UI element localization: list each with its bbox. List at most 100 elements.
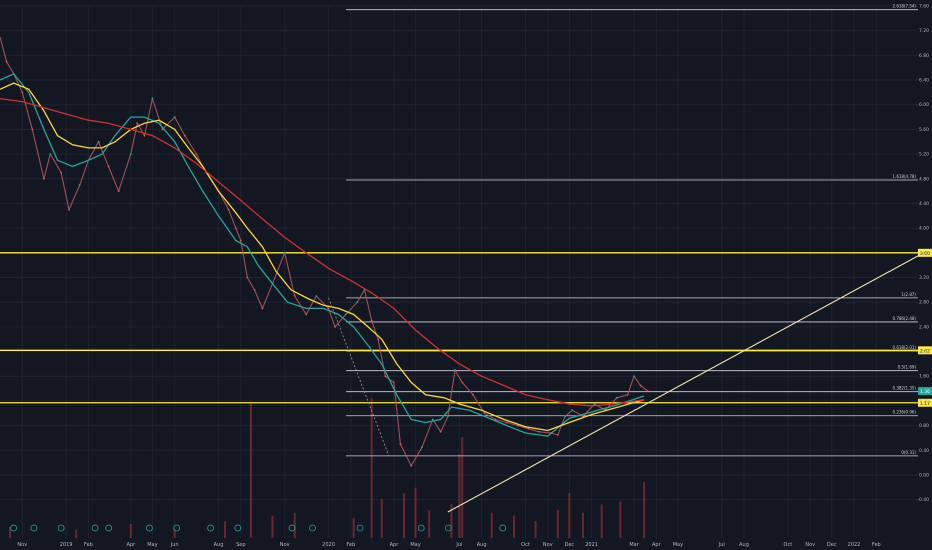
x-tick-label-10: Feb bbox=[346, 542, 355, 548]
y-tick-label-3: 6.40 bbox=[919, 78, 929, 84]
volume-bar-8 bbox=[352, 518, 355, 538]
event-marker-13 bbox=[444, 524, 452, 532]
x-tick-label-25: Nov bbox=[805, 542, 815, 548]
event-marker-1 bbox=[30, 524, 38, 532]
price-point-7 bbox=[60, 171, 63, 174]
fib-label-3: 0.786(2.48) bbox=[893, 316, 917, 321]
price-point-49 bbox=[446, 415, 449, 418]
event-marker-9 bbox=[288, 524, 296, 532]
h-line-tag-label-1: 2.02 bbox=[920, 348, 930, 354]
volume-bar-16 bbox=[461, 437, 464, 538]
price-point-51 bbox=[461, 381, 464, 384]
price-point-36 bbox=[334, 325, 336, 328]
trendline-0 bbox=[447, 255, 919, 513]
x-tick-label-22: Jul bbox=[718, 542, 725, 548]
y-tick-label-12: 2.80 bbox=[919, 300, 929, 306]
price-point-17 bbox=[151, 97, 154, 100]
moving-averages bbox=[0, 73, 645, 437]
volume-bar-9 bbox=[370, 398, 373, 538]
y-tick-label-10: 3.60 bbox=[919, 250, 929, 256]
price-point-6 bbox=[49, 153, 52, 155]
h-line-tag-label-0: 3.60 bbox=[920, 251, 930, 257]
volume-bars bbox=[9, 398, 646, 538]
x-tick-label-0: Nov bbox=[17, 542, 27, 548]
fib-label-1: 1.618(4.78) bbox=[893, 174, 917, 179]
price-point-15 bbox=[136, 122, 139, 125]
y-tick-label-5: 5.60 bbox=[919, 127, 929, 133]
event-marker-2 bbox=[57, 524, 65, 532]
price-point-68 bbox=[633, 375, 635, 378]
volume-bar-17 bbox=[490, 512, 493, 538]
h-line-tag-0 bbox=[918, 248, 932, 257]
price-point-62 bbox=[571, 409, 574, 412]
price-point-58 bbox=[538, 430, 541, 433]
price-point-61 bbox=[564, 415, 566, 418]
x-tick-label-19: Mar bbox=[629, 542, 639, 548]
event-marker-4 bbox=[105, 524, 113, 532]
x-tick-label-21: May bbox=[673, 542, 683, 548]
volume-bar-7 bbox=[293, 512, 296, 538]
y-axis: 7.60 7.20 6.80 6.40 6.00 5.60 5.20 4.80 4.40 4.00… bbox=[917, 4, 929, 504]
trendlines bbox=[328, 255, 919, 513]
volume-bar-20 bbox=[556, 510, 559, 538]
price-point-43 bbox=[393, 381, 395, 384]
x-tick-label-2: Feb bbox=[84, 542, 93, 548]
fib-label-4: 0.618(2.01) bbox=[893, 345, 917, 350]
price-point-57 bbox=[527, 427, 530, 430]
x-tick-label-14: Aug bbox=[477, 542, 487, 548]
volume-bar-18 bbox=[512, 515, 515, 538]
y-tick-label-16: 1.20 bbox=[919, 398, 929, 404]
y-tick-label-11: 3.20 bbox=[919, 275, 929, 281]
ma-line-2 bbox=[0, 97, 645, 407]
grid bbox=[0, 5, 918, 538]
price-tag bbox=[918, 387, 932, 396]
x-tick-label-15: Oct bbox=[521, 542, 530, 548]
price-point-69 bbox=[639, 384, 642, 387]
y-tick-label-20: -0.40 bbox=[917, 497, 929, 503]
y-tick-label-9: 4.00 bbox=[919, 226, 929, 232]
fib-label-7: 0.236(0.96) bbox=[893, 410, 917, 415]
price-point-50 bbox=[454, 369, 456, 371]
volume-bar-4 bbox=[224, 521, 227, 538]
volume-bar-23 bbox=[600, 504, 603, 538]
volume-bar-3 bbox=[173, 529, 176, 538]
price-point-1 bbox=[5, 60, 8, 63]
price-point-28 bbox=[253, 288, 256, 291]
x-tick-label-16: Nov bbox=[543, 542, 553, 548]
event-marker-10 bbox=[309, 524, 316, 532]
event-marker-0 bbox=[10, 524, 17, 532]
fib-label-6: 0.382(1.35) bbox=[893, 386, 917, 391]
volume-bar-11 bbox=[403, 493, 406, 538]
fib-label-5: 0.5(1.69) bbox=[898, 365, 917, 370]
x-tick-label-4: May bbox=[147, 542, 157, 548]
price-point-26 bbox=[239, 239, 242, 242]
x-tick-label-1: 2019 bbox=[60, 542, 73, 548]
price-point-54 bbox=[494, 418, 497, 421]
volume-bar-25 bbox=[643, 482, 646, 538]
volume-bar-14 bbox=[450, 504, 453, 538]
x-tick-label-9: 2020 bbox=[322, 542, 335, 548]
y-tick-label-13: 2.40 bbox=[919, 324, 929, 330]
h-line-tag-2 bbox=[918, 398, 932, 407]
event-marker-11 bbox=[356, 524, 364, 532]
event-marker-8 bbox=[234, 524, 242, 532]
volume-bar-0 bbox=[9, 526, 12, 538]
y-tick-label-15: 1.60 bbox=[919, 374, 929, 380]
price-point-25 bbox=[234, 227, 237, 230]
price-point-41 bbox=[377, 338, 380, 341]
price-point-9 bbox=[78, 184, 81, 186]
volume-bar-21 bbox=[568, 493, 571, 538]
x-tick-label-27: 2022 bbox=[848, 542, 861, 548]
x-tick-label-20: Apr bbox=[652, 542, 662, 548]
volume-bar-12 bbox=[414, 487, 417, 538]
price-point-3 bbox=[21, 91, 24, 94]
volume-bar-19 bbox=[534, 521, 537, 538]
event-marker-6 bbox=[173, 524, 181, 532]
x-tick-label-18: 2021 bbox=[585, 542, 598, 548]
price-point-14 bbox=[129, 153, 132, 155]
price-point-12 bbox=[107, 165, 110, 168]
y-tick-label-6: 5.20 bbox=[919, 152, 929, 158]
price-point-45 bbox=[410, 464, 413, 467]
event-markers bbox=[10, 524, 507, 532]
